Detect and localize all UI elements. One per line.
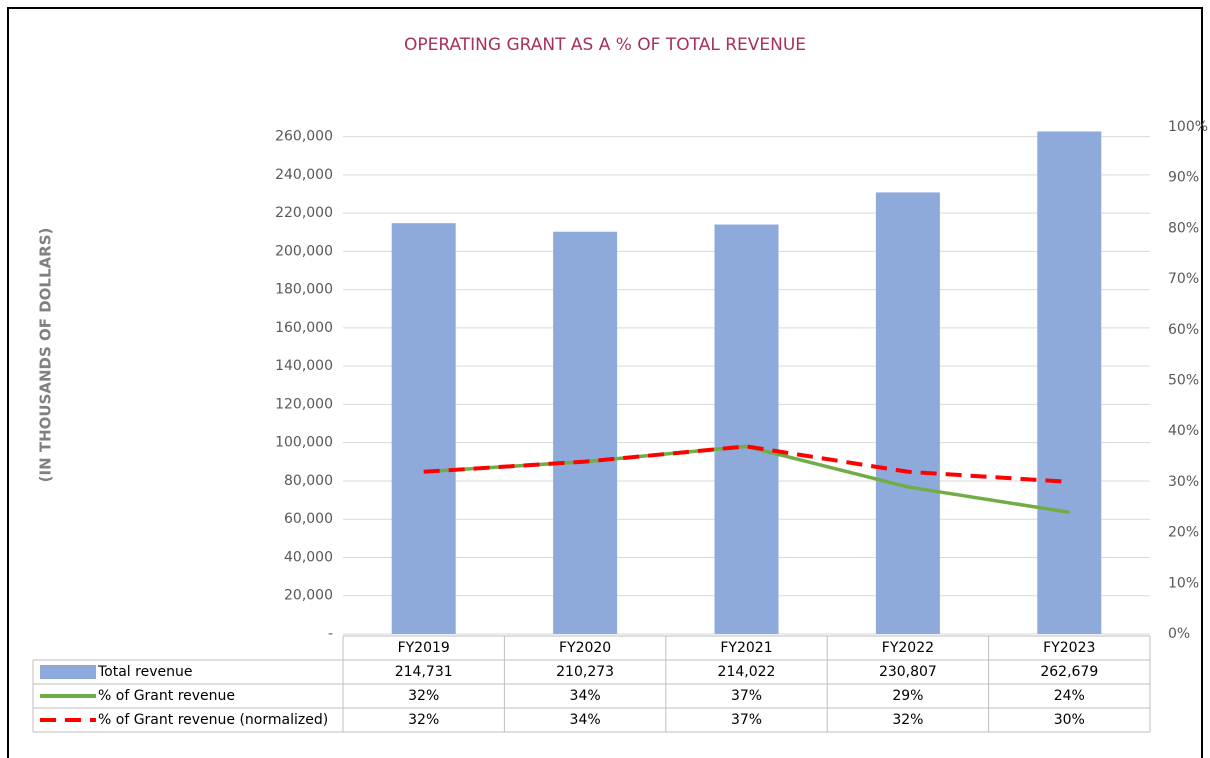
y2-tick-label: 90% xyxy=(1168,170,1199,186)
y-tick-label: 140,000 xyxy=(275,358,333,374)
y2-tick-label: 60% xyxy=(1168,322,1199,338)
bar xyxy=(391,223,456,634)
y2-tick-label: 10% xyxy=(1168,575,1199,591)
x-tick-label: FY2023 xyxy=(1043,640,1095,656)
bar xyxy=(875,192,940,634)
y2-tick-label: 40% xyxy=(1168,423,1199,439)
table-value: 32% xyxy=(408,688,439,704)
y-tick-label: 180,000 xyxy=(275,282,333,298)
frame xyxy=(7,7,1203,758)
y-tick-label: 200,000 xyxy=(275,243,333,259)
bar xyxy=(714,224,779,634)
table-value: 262,679 xyxy=(1040,664,1098,680)
y2-tick-label: 80% xyxy=(1168,220,1199,236)
y2-tick-label: 100% xyxy=(1168,119,1208,135)
table-value: 37% xyxy=(731,712,762,728)
y2-tick-label: 0% xyxy=(1168,626,1190,642)
x-tick-label: FY2022 xyxy=(882,640,934,656)
x-tick-label: FY2021 xyxy=(720,640,772,656)
bar xyxy=(553,231,618,635)
y-axis-label: (IN THOUSANDS OF DOLLARS) xyxy=(37,228,55,483)
x-tick-label: FY2019 xyxy=(398,640,450,656)
legend-key xyxy=(40,665,96,679)
line xyxy=(423,444,1070,484)
table-value: 34% xyxy=(570,712,601,728)
table-value: 34% xyxy=(570,688,601,704)
y-tick-label: 160,000 xyxy=(275,320,333,336)
table-value: 24% xyxy=(1054,688,1085,704)
table-value: 32% xyxy=(408,712,439,728)
table-value: 30% xyxy=(1054,712,1085,728)
y-tick-label: 40,000 xyxy=(284,549,333,565)
bar xyxy=(1037,131,1102,634)
legend-label: Total revenue xyxy=(97,664,192,680)
chart-title: OPERATING GRANT AS A % OF TOTAL REVENUE xyxy=(404,35,806,55)
y2-tick-label: 30% xyxy=(1168,474,1199,490)
y-tick-label: - xyxy=(328,626,333,642)
table-value: 37% xyxy=(731,688,762,704)
table-value: 32% xyxy=(892,712,923,728)
y2-tick-label: 70% xyxy=(1168,271,1199,287)
x-tick-label: FY2020 xyxy=(559,640,611,656)
y-tick-label: 260,000 xyxy=(275,129,333,145)
y-tick-label: 100,000 xyxy=(275,435,333,451)
table-value: 214,022 xyxy=(718,664,776,680)
table-value: 230,807 xyxy=(879,664,937,680)
y-tick-label: 20,000 xyxy=(284,588,333,604)
y-tick-label: 60,000 xyxy=(284,511,333,527)
y2-tick-label: 20% xyxy=(1168,525,1199,541)
y-tick-label: 240,000 xyxy=(275,167,333,183)
y-tick-label: 80,000 xyxy=(284,473,333,489)
y-tick-label: 120,000 xyxy=(275,396,333,412)
y2-tick-label: 50% xyxy=(1168,373,1199,389)
y-tick-label: 220,000 xyxy=(275,205,333,221)
table-value: 214,731 xyxy=(395,664,453,680)
legend-label: % of Grant revenue xyxy=(98,688,235,704)
table-value: 210,273 xyxy=(556,664,614,680)
table-value: 29% xyxy=(892,688,923,704)
legend-label: % of Grant revenue (normalized) xyxy=(98,712,328,728)
